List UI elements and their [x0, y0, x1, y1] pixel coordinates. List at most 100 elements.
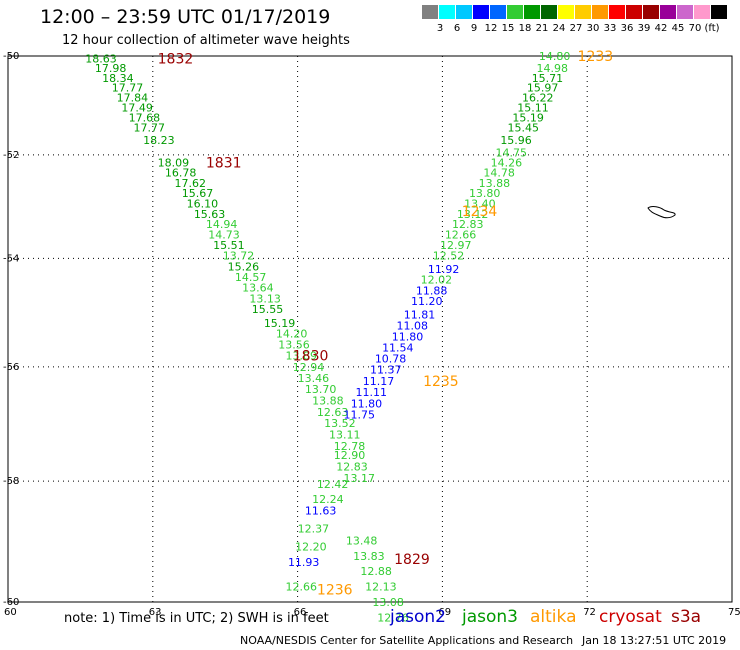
wave-height-reading: 13.52 — [324, 417, 356, 430]
wave-height-reading: 12.66 — [445, 229, 477, 242]
wave-height-reading: 16.10 — [187, 197, 219, 210]
wave-height-reading: 13.64 — [242, 282, 273, 295]
island-outline — [647, 206, 676, 219]
legend-swatch — [609, 5, 625, 19]
wave-height-reading: 13.72 — [223, 250, 255, 263]
wave-height-reading: 12.78 — [334, 440, 366, 453]
wave-height-reading: 11.75 — [343, 409, 375, 422]
wave-height-reading: 18.23 — [143, 134, 175, 147]
pass-time-label: 1832 — [158, 51, 194, 67]
wave-height-reading: 13.12 — [457, 208, 489, 221]
legend-swatch — [524, 5, 540, 19]
pass-time-label: 1829 — [394, 552, 430, 568]
legend-label: 21 — [535, 23, 549, 34]
legend-label: 30 — [586, 23, 600, 34]
lat-tick-label: -56 — [3, 362, 19, 373]
wave-height-reading: 14.75 — [495, 146, 527, 159]
wave-height-reading: 14.78 — [483, 167, 514, 180]
legend-label: 24 — [552, 23, 566, 34]
legend-swatch — [660, 5, 676, 19]
wave-height-reading: 12.83 — [336, 461, 368, 474]
wave-height-reading: 11.08 — [397, 320, 429, 333]
lat-tick-label: -54 — [3, 253, 19, 264]
wave-height-reading: 12.88 — [360, 565, 392, 578]
legend-swatch — [677, 5, 693, 19]
wave-height-reading: 12.37 — [298, 523, 330, 536]
wave-height-reading: 10.78 — [375, 353, 407, 366]
pass-time-label: 1830 — [293, 349, 329, 365]
legend-label: (ft) — [704, 23, 720, 34]
wave-height-reading: 13.88 — [312, 394, 344, 407]
wave-height-reading: 11.17 — [363, 375, 395, 388]
legend-label: 12 — [484, 23, 498, 34]
wave-height-reading: 18.63 — [85, 52, 117, 65]
legend-label: 3 — [436, 23, 444, 34]
legend-label: 45 — [671, 23, 685, 34]
wave-height-reading: 12.42 — [317, 478, 349, 491]
wave-height-reading: 13.08 — [372, 596, 404, 609]
wave-height-reading: 15.51 — [213, 239, 245, 252]
wave-height-reading: 17.98 — [95, 62, 127, 75]
wave-height-reading: 16.78 — [165, 167, 197, 180]
pass-time-label: 1235 — [423, 374, 459, 390]
chart-subtitle: 12 hour collection of altimeter wave hei… — [62, 33, 350, 48]
wave-height-reading: 13.11 — [329, 429, 361, 442]
legend-swatch — [473, 5, 489, 19]
lon-tick-label: 72 — [583, 607, 596, 618]
legend-swatch — [490, 5, 506, 19]
wave-height-reading: 11.80 — [392, 330, 424, 343]
legend-swatch — [439, 5, 455, 19]
lat-tick-label: -52 — [3, 150, 19, 161]
wave-height-reading: 14.73 — [208, 229, 240, 242]
credit-text: NOAA/NESDIS Center for Satellite Applica… — [240, 634, 574, 647]
wave-height-reading: 12.20 — [295, 541, 327, 554]
wave-height-reading: 12.94 — [293, 361, 325, 374]
pass-time-label: 1236 — [317, 583, 353, 599]
wave-height-reading: 12.13 — [365, 581, 397, 594]
wave-height-reading: 13.89 — [286, 350, 318, 363]
wave-height-reading: 13.48 — [346, 535, 378, 548]
satellite-legend-jason3: jason3 — [462, 607, 518, 627]
wave-height-reading: 13.88 — [479, 177, 511, 190]
legend-label: 27 — [569, 23, 583, 34]
wave-height-reading: 17.68 — [129, 111, 161, 124]
legend-swatch — [592, 5, 608, 19]
wave-height-reading: 15.97 — [527, 82, 559, 95]
wave-height-reading: 11.81 — [404, 309, 436, 322]
legend-swatch — [626, 5, 642, 19]
legend-swatch — [541, 5, 557, 19]
legend-swatch — [456, 5, 472, 19]
legend-label: 39 — [637, 23, 651, 34]
wave-height-reading: 17.77 — [112, 82, 144, 95]
wave-height-reading: 18.34 — [102, 72, 133, 85]
wave-height-reading: 11.93 — [288, 556, 320, 569]
lon-tick-label: 66 — [294, 607, 307, 618]
wave-height-reading: 14.98 — [537, 62, 569, 75]
wave-height-reading: 12.97 — [440, 239, 472, 252]
wave-height-reading: 13.46 — [298, 372, 330, 385]
wave-height-reading: 15.19 — [264, 317, 296, 330]
wave-height-reading: 15.11 — [517, 101, 549, 114]
wave-height-reading: 13.40 — [464, 197, 496, 210]
legend-swatch — [711, 5, 727, 19]
wave-height-reading: 11.88 — [416, 284, 448, 297]
wave-height-reading: 17.49 — [121, 101, 153, 114]
legend-label: 9 — [470, 23, 478, 34]
legend-label: 70 — [688, 23, 702, 34]
generated-timestamp: Jan 18 13:27:51 UTC 2019 — [582, 634, 727, 647]
wave-height-reading: 14.80 — [539, 50, 571, 63]
legend-swatch — [558, 5, 574, 19]
pass-time-label: 1233 — [578, 49, 614, 65]
legend-swatch — [507, 5, 523, 19]
legend-swatch — [575, 5, 591, 19]
legend-label: 42 — [654, 23, 668, 34]
wave-height-reading: 13.56 — [278, 339, 310, 352]
wave-height-reading: 15.67 — [182, 187, 214, 200]
wave-height-reading: 15.71 — [532, 72, 564, 85]
wave-height-reading: 14.57 — [235, 271, 267, 284]
pass-time-label: 1831 — [206, 155, 242, 171]
wave-height-reading: 11.80 — [351, 397, 383, 410]
wave-height-reading: 12.52 — [433, 250, 465, 263]
wave-height-reading: 12.76 — [377, 612, 409, 625]
